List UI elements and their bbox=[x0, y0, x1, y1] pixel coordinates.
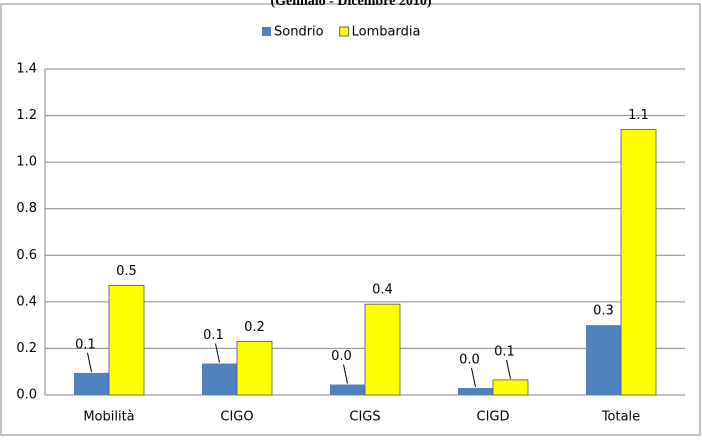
bar bbox=[620, 129, 657, 396]
data-label: 0.1 bbox=[75, 337, 96, 352]
legend-label: Sondrio bbox=[274, 25, 324, 40]
bar bbox=[330, 384, 365, 395]
y-tick-label: 0.8 bbox=[16, 201, 37, 216]
chart-title: (Gennaio - Dicembre 2010) bbox=[270, 0, 431, 9]
bar bbox=[586, 325, 621, 395]
data-label: 0.3 bbox=[593, 304, 614, 319]
data-label: 0.0 bbox=[459, 353, 480, 368]
data-label: 0.4 bbox=[372, 283, 393, 298]
x-tick-label: CIGO bbox=[220, 410, 253, 425]
data-label: 0.1 bbox=[494, 344, 515, 359]
data-label: 0.5 bbox=[116, 264, 137, 279]
bar bbox=[108, 285, 145, 396]
x-tick-label: Mobilità bbox=[83, 410, 134, 425]
leader-line bbox=[215, 343, 220, 363]
data-label: 0.0 bbox=[331, 349, 352, 364]
data-label: 1.1 bbox=[628, 108, 649, 123]
data-label: 0.2 bbox=[244, 320, 265, 335]
bar bbox=[202, 363, 237, 395]
leader-line bbox=[471, 367, 476, 388]
y-tick-label: 0.2 bbox=[16, 341, 37, 356]
y-tick-label: 0.6 bbox=[16, 248, 37, 263]
bar bbox=[74, 372, 109, 395]
legend-swatch bbox=[262, 27, 271, 36]
y-tick-label: 1.0 bbox=[16, 155, 37, 170]
data-label: 0.1 bbox=[203, 328, 224, 343]
legend-swatch bbox=[339, 26, 350, 37]
x-tick-label: CIGD bbox=[477, 410, 510, 425]
y-tick-label: 1.2 bbox=[16, 108, 37, 123]
y-tick-label: 1.4 bbox=[16, 62, 37, 77]
x-tick-label: CIGS bbox=[349, 410, 380, 425]
bar bbox=[236, 341, 273, 396]
bar bbox=[364, 303, 401, 396]
y-tick-label: 0.4 bbox=[16, 294, 37, 309]
y-tick-label: 0.0 bbox=[16, 388, 37, 403]
leader-line bbox=[87, 352, 92, 372]
leader-line bbox=[343, 364, 348, 384]
bar bbox=[492, 379, 529, 396]
legend-label: Lombardia bbox=[352, 25, 421, 40]
bar bbox=[458, 388, 493, 395]
leader-line bbox=[506, 359, 511, 379]
x-tick-label: Totale bbox=[601, 410, 640, 425]
